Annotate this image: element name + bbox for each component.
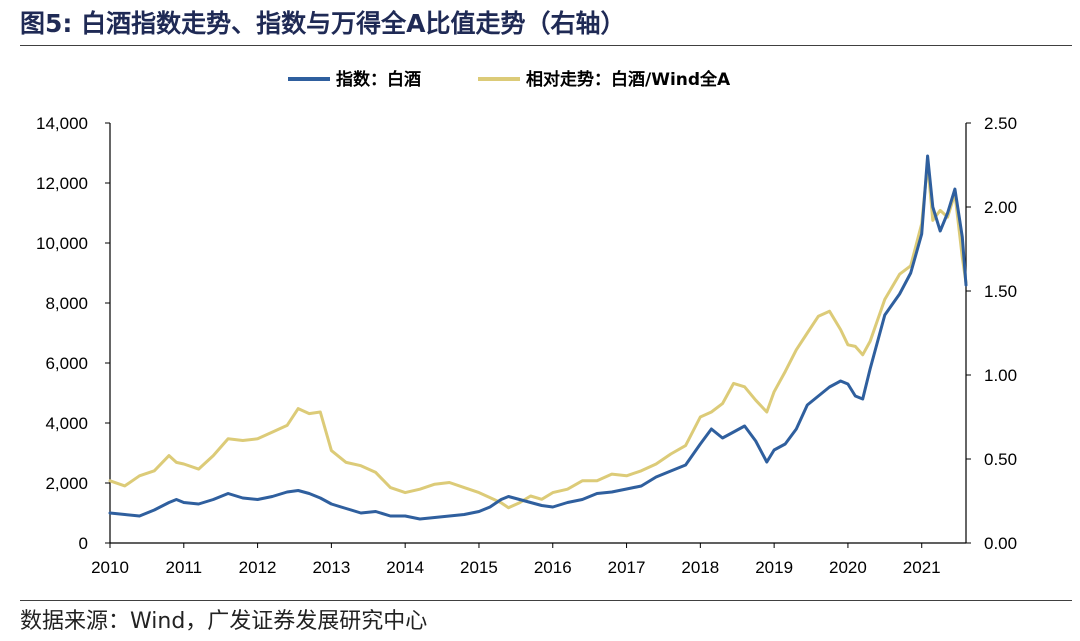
ratio-series-line [108, 161, 968, 510]
right-tick-label: 1.50 [984, 282, 1017, 301]
right-tick-label: 1.00 [984, 366, 1017, 385]
left-tick-label: 8,000 [45, 294, 88, 313]
legend-label-ratio: 相对走势：白酒/Wind全A [526, 69, 731, 90]
x-tick-label: 2013 [312, 558, 350, 577]
legend-label-index: 指数：白酒 [336, 69, 421, 90]
x-tick-label: 2019 [755, 558, 793, 577]
left-tick-label: 12,000 [36, 174, 88, 193]
left-tick-label: 14,000 [36, 114, 88, 133]
x-tick-label: 2014 [386, 558, 424, 577]
left-tick-label: 10,000 [36, 234, 88, 253]
right-tick-label: 2.00 [984, 198, 1017, 217]
axes: 0 2,000 4,000 6,000 8,000 10,000 12,000 14,000 0… [36, 114, 1017, 577]
x-tick-label: 2012 [239, 558, 277, 577]
source-note: 数据来源：Wind，广发证券发展研究中心 [20, 609, 428, 634]
series-group [108, 154, 968, 521]
x-tick-label: 2021 [903, 558, 941, 577]
left-tick-label: 4,000 [45, 414, 88, 433]
figure-title: 图5: 白酒指数走势、指数与万得全A比值走势（右轴） [20, 9, 626, 38]
x-tick-label: 2015 [460, 558, 498, 577]
legend: 指数：白酒 相对走势：白酒/Wind全A [288, 69, 731, 90]
right-tick-label: 0.50 [984, 450, 1017, 469]
index-series-line [108, 154, 968, 521]
right-tick-label: 0.00 [984, 534, 1017, 553]
right-tick-label: 2.50 [984, 114, 1017, 133]
left-tick-label: 0 [79, 534, 88, 553]
x-tick-label: 2018 [681, 558, 719, 577]
x-tick-label: 2020 [829, 558, 867, 577]
x-tick-label: 2016 [534, 558, 572, 577]
x-tick-label: 2011 [166, 558, 203, 577]
left-tick-label: 2,000 [45, 474, 88, 493]
x-tick-label: 2010 [91, 558, 129, 577]
source-rule [20, 600, 1072, 601]
chart: 指数：白酒 相对走势：白酒/Wind全A 0 2,000 4,000 6,000 8,00… [36, 69, 1017, 577]
left-tick-label: 6,000 [45, 354, 88, 373]
title-rule [20, 45, 1072, 46]
x-tick-label: 2017 [608, 558, 646, 577]
